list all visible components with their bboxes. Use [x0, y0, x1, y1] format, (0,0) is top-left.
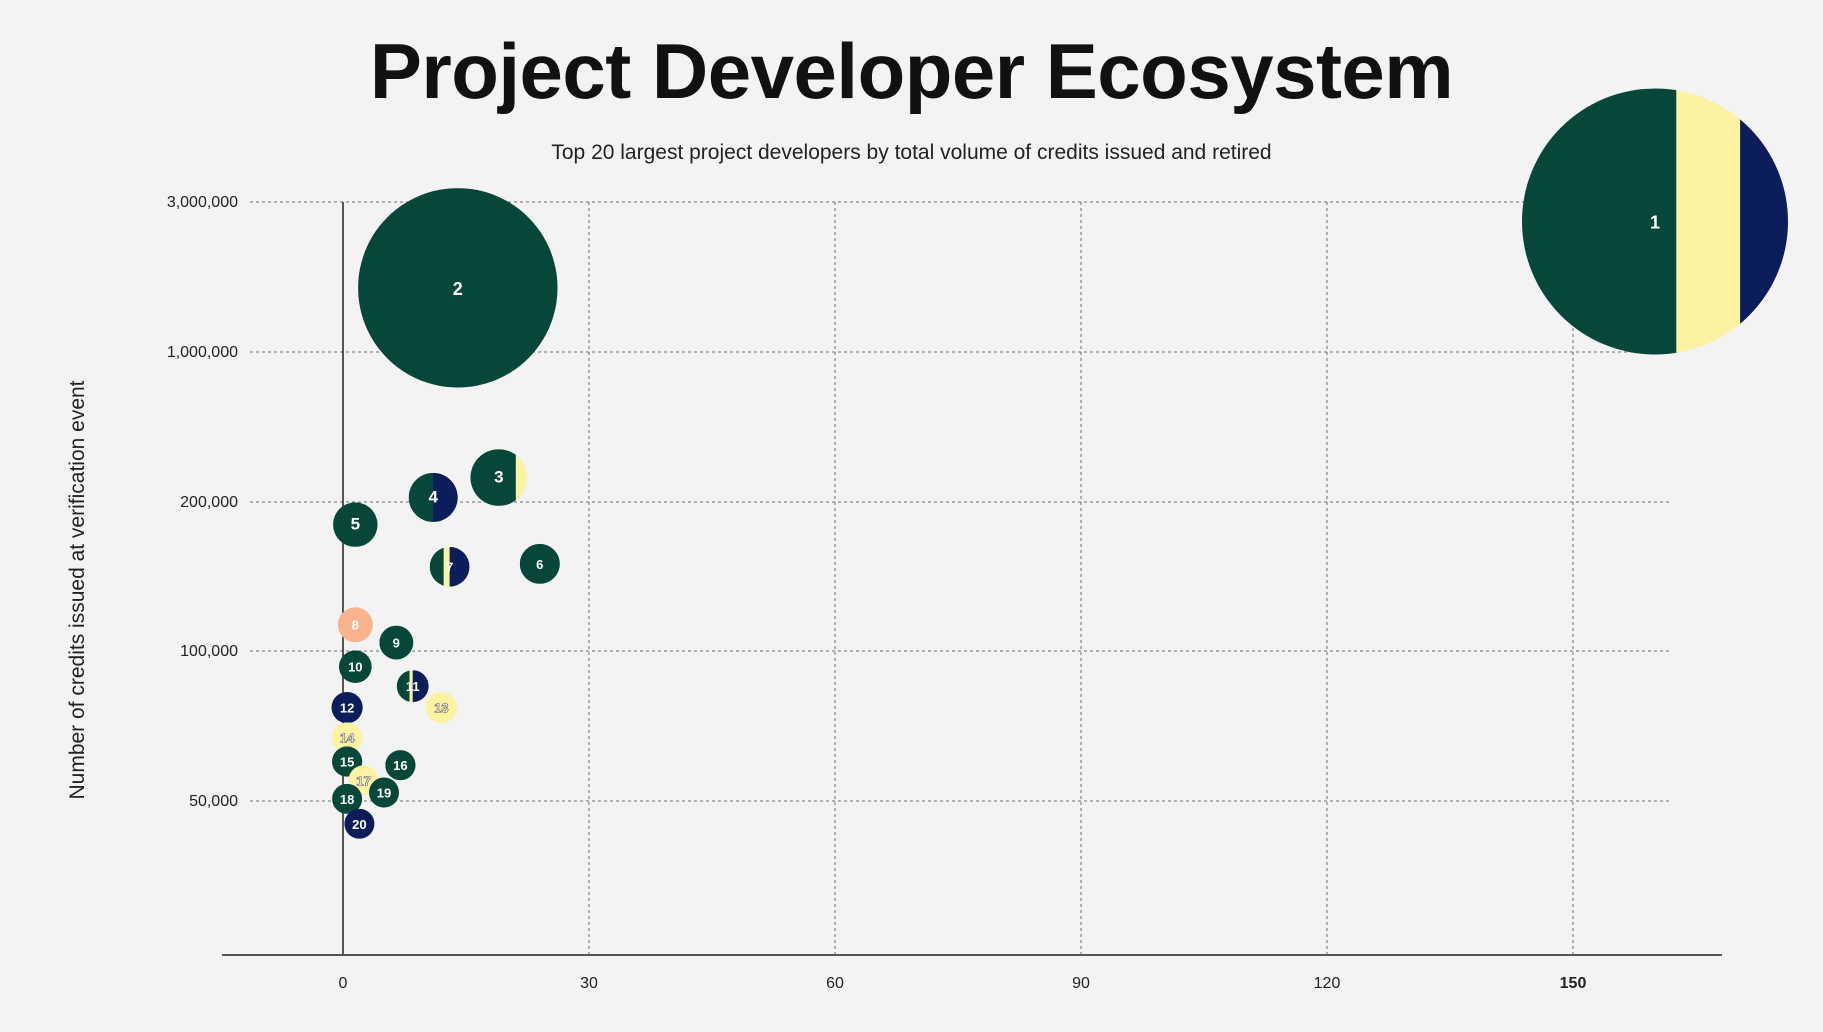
bubble-segment	[515, 449, 528, 506]
bubble-8: 8	[337, 607, 373, 643]
bubble-6: 6	[519, 543, 560, 584]
bubble-segment	[368, 777, 400, 808]
y-tick-label: 50,000	[189, 793, 238, 810]
bubble-segment	[443, 546, 451, 587]
x-tick-label: 0	[339, 975, 348, 992]
bubble-label: 7	[446, 560, 453, 575]
bubble-segment	[338, 650, 372, 684]
bubble-label: 15	[340, 755, 354, 770]
bubble-segment	[425, 691, 458, 724]
bubble-13: 13	[425, 691, 458, 724]
bubble-segment	[332, 783, 363, 814]
y-tick-label: 100,000	[180, 643, 238, 660]
bubble-label: 6	[536, 557, 543, 572]
bubble-14: 14	[331, 722, 363, 753]
bubble-11: 11	[396, 670, 429, 703]
bubble-label: 19	[377, 786, 391, 801]
bubble-label: 10	[348, 660, 362, 675]
bubble-segment	[412, 670, 429, 703]
bubble-9: 9	[379, 625, 414, 660]
bubble-label: 9	[393, 636, 400, 651]
bubble-18: 18	[332, 783, 363, 814]
bubble-label: 14	[340, 731, 355, 746]
bubble-5: 5	[333, 502, 378, 547]
bubble-7: 7	[429, 546, 470, 587]
bubble-label: 5	[351, 515, 360, 534]
bubble-12: 12	[331, 691, 363, 724]
x-tick-label: 120	[1314, 975, 1341, 992]
bubble-1: 1	[1522, 88, 1788, 355]
y-tick-label: 1,000,000	[167, 344, 238, 361]
x-tick-label: 90	[1072, 975, 1090, 992]
bubble-label: 12	[340, 701, 354, 716]
bubble-segment	[409, 670, 414, 703]
bubble-segment	[519, 543, 560, 584]
y-tick-label: 3,000,000	[167, 194, 238, 211]
bubble-segment	[379, 625, 414, 660]
bubble-3: 3	[470, 449, 528, 506]
bubble-segment	[331, 691, 363, 724]
bubble-segment	[385, 750, 416, 781]
x-tick-label: 60	[826, 975, 844, 992]
bubble-segment	[344, 808, 375, 839]
bubble-10: 10	[338, 650, 372, 684]
bubble-label: 2	[453, 279, 463, 299]
x-tick-label: 150	[1560, 975, 1587, 992]
bubble-label: 18	[340, 792, 354, 807]
chart-title: Project Developer Ecosystem	[369, 27, 1454, 115]
bubble-segment	[1740, 88, 1788, 355]
bubble-segment	[449, 546, 470, 587]
bubble-label: 20	[352, 817, 366, 832]
chart-subtitle: Top 20 largest project developers by tot…	[551, 141, 1272, 164]
x-tick-label: 30	[580, 975, 598, 992]
bubble-label: 11	[406, 679, 420, 694]
bubble-segment	[333, 502, 378, 547]
bubble-20: 20	[344, 808, 375, 839]
bubble-segment	[337, 607, 373, 643]
bubble-segment	[470, 449, 517, 506]
bubble-label: 1	[1650, 213, 1660, 233]
bubble-label: 3	[494, 468, 503, 487]
bubble-19: 19	[368, 777, 400, 808]
bubble-label: 17	[356, 773, 370, 788]
bubble-label: 13	[434, 701, 448, 716]
y-tick-label: 200,000	[180, 494, 238, 511]
bubble-label: 16	[393, 758, 407, 773]
bubble-segment	[429, 546, 445, 587]
bubble-segment	[358, 188, 558, 388]
bubble-16: 16	[385, 750, 416, 781]
bubble-2: 2	[358, 188, 558, 388]
bubble-label: 4	[428, 487, 438, 506]
bubble-segment	[1676, 88, 1741, 355]
bubble-4: 4	[408, 472, 458, 522]
bubble-segment	[396, 670, 411, 703]
bubble-label: 8	[352, 618, 359, 633]
bubble-15: 15	[331, 746, 363, 777]
